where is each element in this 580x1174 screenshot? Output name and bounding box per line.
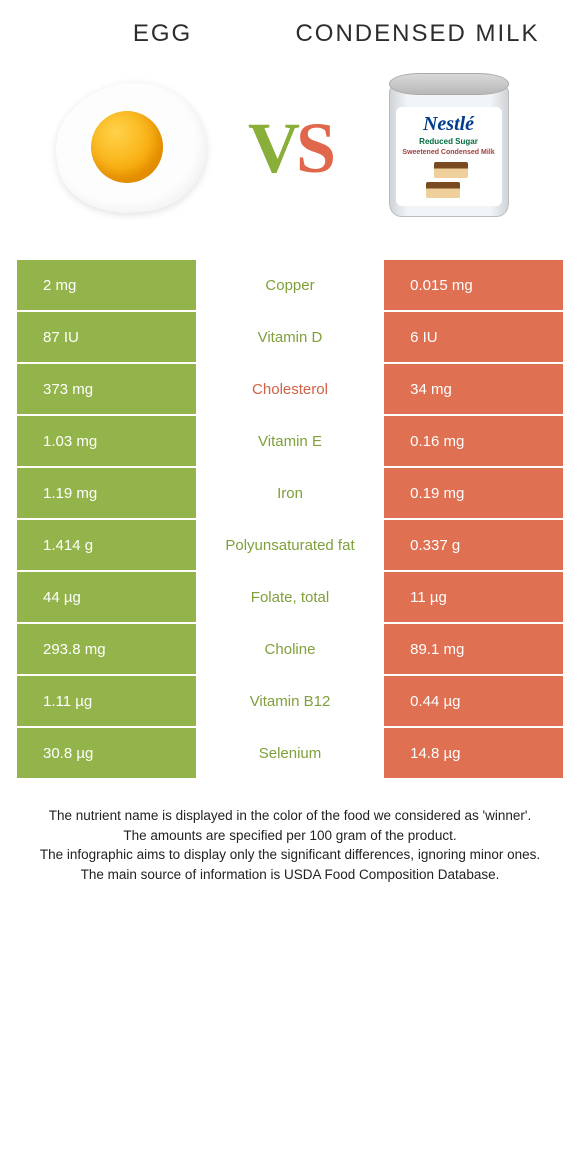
left-value: 1.19 mg [17,468,196,518]
table-row: 1.11 µgVitamin B120.44 µg [17,676,563,726]
footer-line-2: The amounts are specified per 100 gram o… [25,826,555,846]
header: EGG CONDENSED MILK [15,20,565,58]
can-line1: Reduced Sugar [400,138,498,147]
left-value: 87 IU [17,312,196,362]
right-value: 0.44 µg [384,676,563,726]
nutrient-name: Vitamin E [198,416,382,466]
nutrient-name: Vitamin D [198,312,382,362]
right-value: 14.8 µg [384,728,563,778]
can-icon: Nestlé Reduced Sugar Sweetened Condensed… [384,73,514,223]
title-left: EGG [35,20,290,48]
nutrient-name: Polyunsaturated fat [198,520,382,570]
left-value: 1.03 mg [17,416,196,466]
table-row: 1.414 gPolyunsaturated fat0.337 g [17,520,563,570]
nutrient-name: Folate, total [198,572,382,622]
right-value: 6 IU [384,312,563,362]
table-row: 30.8 µgSelenium14.8 µg [17,728,563,778]
right-value: 11 µg [384,572,563,622]
left-value: 30.8 µg [17,728,196,778]
footer-line-3: The infographic aims to display only the… [25,845,555,865]
left-value: 1.11 µg [17,676,196,726]
left-value: 293.8 mg [17,624,196,674]
right-value: 0.19 mg [384,468,563,518]
left-value: 44 µg [17,572,196,622]
product-image-right: Nestlé Reduced Sugar Sweetened Condensed… [342,68,555,228]
egg-icon [56,83,206,213]
left-value: 373 mg [17,364,196,414]
table-row: 1.19 mgIron0.19 mg [17,468,563,518]
vs-v: V [248,108,296,188]
can-line2: Sweetened Condensed Milk [400,149,498,157]
footer-notes: The nutrient name is displayed in the co… [15,780,565,884]
vs-s: S [296,108,332,188]
footer-line-1: The nutrient name is displayed in the co… [25,806,555,826]
right-value: 0.015 mg [384,260,563,310]
nutrient-name: Copper [198,260,382,310]
left-value: 1.414 g [17,520,196,570]
right-value: 34 mg [384,364,563,414]
vs-label: VS [238,107,342,190]
table-row: 87 IUVitamin D6 IU [17,312,563,362]
table-row: 2 mgCopper0.015 mg [17,260,563,310]
nutrient-name: Vitamin B12 [198,676,382,726]
nutrient-name: Choline [198,624,382,674]
right-value: 0.337 g [384,520,563,570]
nutrient-name: Iron [198,468,382,518]
nutrient-name: Cholesterol [198,364,382,414]
right-value: 0.16 mg [384,416,563,466]
nutrient-table: 2 mgCopper0.015 mg87 IUVitamin D6 IU373 … [15,258,565,780]
table-row: 1.03 mgVitamin E0.16 mg [17,416,563,466]
footer-line-4: The main source of information is USDA F… [25,865,555,885]
product-image-left [25,68,238,228]
product-images-row: VS Nestlé Reduced Sugar Sweetened Conden… [15,58,565,258]
right-value: 89.1 mg [384,624,563,674]
left-value: 2 mg [17,260,196,310]
nutrient-name: Selenium [198,728,382,778]
table-row: 44 µgFolate, total11 µg [17,572,563,622]
table-row: 293.8 mgCholine89.1 mg [17,624,563,674]
can-brand: Nestlé [400,113,498,136]
title-right: CONDENSED MILK [290,20,545,48]
table-row: 373 mgCholesterol34 mg [17,364,563,414]
